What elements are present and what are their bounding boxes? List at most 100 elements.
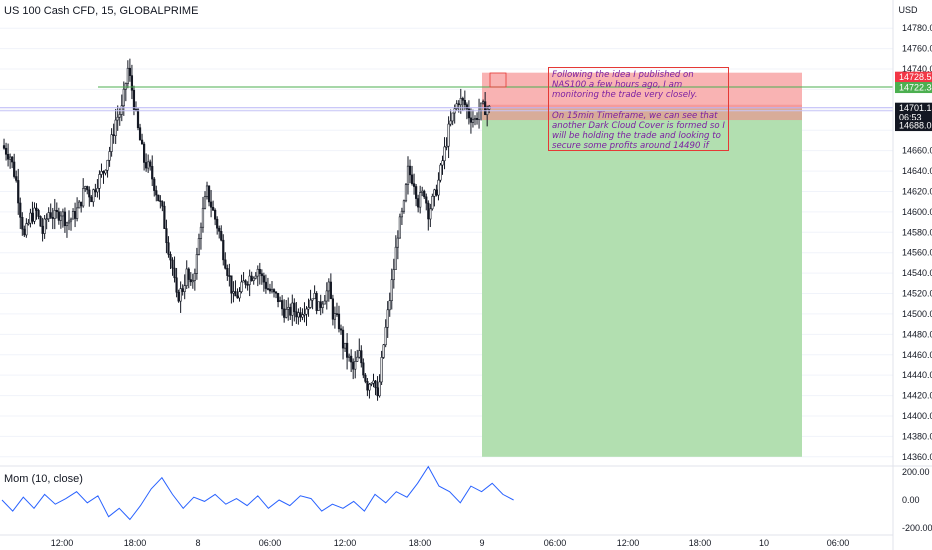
price-tick-label: 14600.00 — [902, 207, 932, 217]
candle-body — [266, 288, 270, 290]
candle-body — [193, 273, 196, 281]
candle-body — [21, 217, 24, 230]
candle-body — [392, 269, 395, 281]
candle-body — [96, 187, 99, 193]
candle-body — [31, 212, 34, 222]
candle-body — [435, 189, 438, 196]
candle-body — [289, 306, 292, 316]
price-label-box — [895, 120, 932, 132]
time-tick-label: 10 — [759, 538, 769, 548]
candle-body — [445, 145, 448, 148]
price-tick-label: 14760.00 — [902, 44, 932, 54]
candle-body — [110, 134, 113, 152]
candle-body — [425, 196, 428, 204]
candle-body — [410, 174, 414, 184]
candle-body — [264, 281, 268, 289]
candle-body — [394, 246, 397, 270]
candle-body — [222, 239, 225, 261]
candle-body — [226, 267, 229, 276]
candle-body — [173, 267, 176, 279]
candle-body — [171, 259, 174, 269]
price-axis[interactable]: USD 14780.00 14760.00 14740.00 14660.00 14640… — [892, 0, 932, 550]
candle-body — [433, 189, 436, 197]
candle-body — [159, 200, 162, 203]
note-paragraph-1: Following the idea I published on NAS100… — [552, 70, 698, 101]
candle-body — [112, 134, 115, 136]
candle-body — [106, 159, 109, 171]
candle-body — [274, 291, 278, 294]
candle-body — [358, 350, 361, 358]
candle-body — [260, 273, 263, 277]
candle-body — [13, 161, 16, 177]
candle-body — [384, 326, 387, 346]
candle-body — [179, 288, 182, 302]
price-tick-label: 14460.00 — [902, 350, 932, 360]
annotation-note[interactable]: Following the idea I published on NAS100… — [548, 67, 729, 151]
candle-body — [408, 165, 412, 176]
candle-body — [447, 123, 450, 147]
momentum-pane: 200.00 0.00 -200.00 — [0, 465, 932, 533]
candle-body — [185, 268, 188, 286]
candle-body — [43, 218, 46, 234]
candle-body — [197, 238, 201, 255]
candle-body — [366, 381, 369, 391]
candle-body — [181, 288, 184, 292]
price-tick-label: 14620.00 — [902, 186, 932, 196]
candle-body — [224, 259, 227, 269]
candle-body — [354, 361, 357, 370]
candle-body — [120, 105, 123, 115]
candle-body — [376, 387, 379, 397]
candle-body — [386, 309, 389, 328]
candle-body — [333, 313, 337, 320]
candle-body — [317, 301, 320, 311]
time-axis[interactable]: 12:00 18:00 8 06:00 12:00 18:00 9 06:00 12:00 18:… — [0, 534, 893, 548]
currency-label: USD — [898, 5, 918, 15]
candle-body — [88, 189, 91, 198]
candle-body — [45, 218, 48, 221]
candle-body — [352, 361, 355, 370]
candle-body — [378, 381, 381, 397]
candle-body — [380, 357, 383, 383]
candle-body — [104, 169, 107, 174]
candle-body — [331, 298, 334, 320]
candle-body — [65, 222, 69, 227]
candle-body — [37, 210, 40, 217]
stop-loss-zone — [482, 72, 802, 109]
candle-body — [341, 329, 345, 349]
candle-body — [140, 139, 144, 145]
entry-band — [482, 104, 802, 121]
indicator-label[interactable]: Mom (10, close) — [4, 473, 83, 485]
candle-body — [128, 67, 131, 76]
candle-body — [61, 211, 64, 217]
candle-body — [368, 383, 371, 391]
price-label-countdown: 06:53 — [899, 113, 922, 123]
price-label-text: 14688.03 — [899, 121, 932, 131]
note-paragraph-2: On 15min Timeframe, we can see that anot… — [552, 110, 725, 151]
candle-body — [100, 171, 103, 175]
candle-body — [254, 275, 257, 279]
candle-body — [319, 301, 322, 308]
price-tick-label: 14540.00 — [902, 268, 932, 278]
time-tick-label: 06:00 — [259, 538, 282, 548]
candle-body — [4, 147, 8, 155]
time-tick-label: 18:00 — [409, 538, 432, 548]
candle-body — [98, 174, 101, 189]
candle-body — [199, 226, 203, 239]
candle-body — [339, 328, 343, 331]
candle-body — [419, 192, 422, 208]
price-tick-label: 14400.00 — [902, 411, 932, 421]
candle-body — [461, 98, 464, 101]
candle-body — [396, 237, 399, 248]
candle-body — [313, 293, 316, 300]
candle-body — [33, 207, 36, 222]
candle-body — [212, 206, 215, 211]
candle-body — [287, 306, 290, 310]
candle-body — [439, 164, 442, 181]
time-tick-label: 9 — [479, 538, 484, 548]
candle-body — [2, 145, 6, 149]
candle-body — [459, 98, 462, 106]
candle-body — [90, 196, 93, 203]
candle-body — [71, 211, 75, 220]
price-tick-label: 14360.00 — [902, 452, 932, 462]
